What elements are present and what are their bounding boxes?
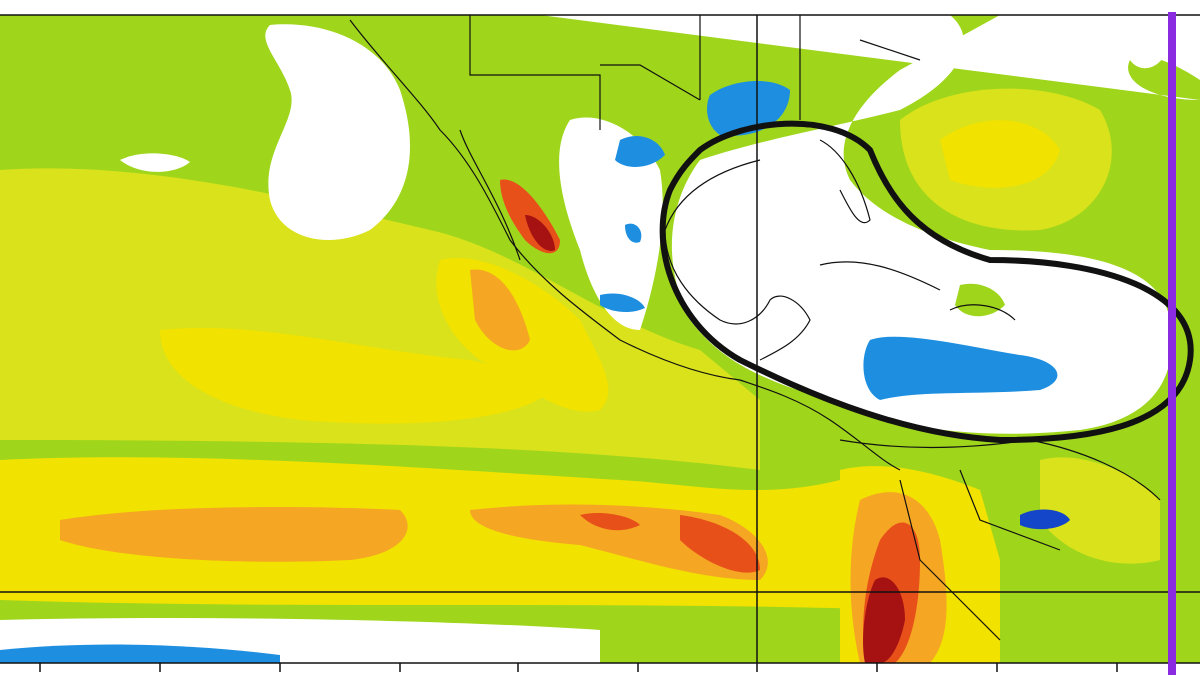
gulf-coast (664, 159, 811, 361)
red-patch (580, 513, 640, 531)
darkred-land (863, 577, 905, 663)
highlight-outline (659, 120, 1194, 444)
white-area (559, 117, 663, 330)
blue-area (625, 223, 642, 243)
yellow-band (0, 457, 900, 610)
blue-area (863, 336, 1058, 400)
white-area (1130, 18, 1170, 69)
blue-area (615, 135, 665, 167)
orange-band (60, 507, 408, 562)
purple-divider (1168, 12, 1176, 675)
cuba (819, 261, 941, 291)
orange-patch (470, 269, 530, 351)
blue-area (1020, 509, 1070, 530)
white-area (265, 24, 410, 240)
green-island (955, 283, 1005, 317)
hispaniola (949, 304, 1016, 321)
borders (899, 469, 1061, 641)
blue-area (0, 644, 280, 663)
blue-area (600, 293, 645, 312)
baja (459, 129, 521, 261)
pacific-coast (349, 19, 901, 471)
frame (0, 14, 1200, 672)
florida (819, 139, 871, 224)
red-patch (680, 515, 760, 573)
yellow-brazil (1040, 457, 1160, 564)
darkred-coast (525, 215, 555, 251)
yellow-patch (160, 327, 560, 424)
yellow-atlantic (940, 120, 1060, 188)
borders (469, 15, 921, 130)
white-area (120, 153, 190, 172)
